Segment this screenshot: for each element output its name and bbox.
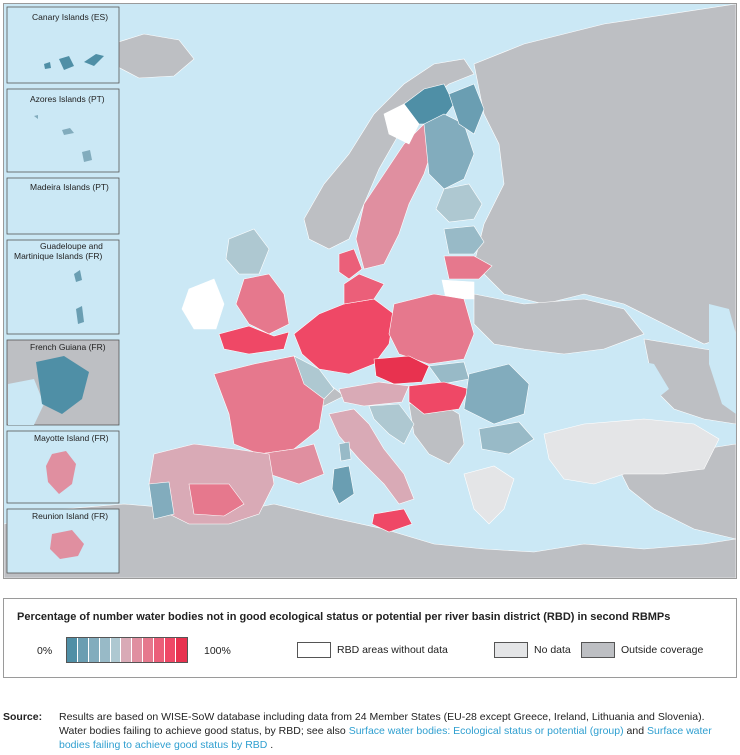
ramp-step [67, 638, 78, 662]
french-guiana [36, 356, 89, 414]
source-label: Source: [3, 711, 43, 723]
ramp-step [99, 638, 111, 662]
color-ramp [66, 637, 188, 663]
source-text: Results are based on WISE-SoW database i… [59, 710, 739, 752]
inset-label-reunion: Reunion Island (FR) [32, 511, 108, 521]
inset-madeira [6, 177, 120, 235]
legend-without-data: RBD areas without data [337, 644, 448, 656]
ramp-step [121, 638, 133, 662]
black-sea [544, 354, 669, 414]
reunion-island [50, 530, 84, 559]
azores-islands [34, 115, 92, 162]
nordic-rbds [355, 83, 485, 270]
ramp-step [154, 638, 166, 662]
ramp-step [77, 638, 89, 662]
inset-label-madeira: Madeira Islands (PT) [30, 182, 109, 192]
ramp-step [110, 638, 122, 662]
source-end: . [270, 739, 274, 751]
ramp-step [175, 638, 187, 662]
inset-label-french-guiana: French Guiana (FR) [30, 342, 106, 352]
insets: Canary Islands (ES) Azores Islands (PT) … [6, 6, 120, 574]
ramp-step [143, 638, 155, 662]
inset-label-azores: Azores Islands (PT) [30, 94, 105, 104]
source-text-2: Water bodies failing to achieve good sta… [59, 725, 346, 737]
swatch-no-data [494, 642, 528, 658]
legend-min-label: 0% [37, 645, 53, 657]
source-text-1: Results are based on WISE-SoW database i… [59, 711, 705, 723]
ramp-step [165, 638, 176, 662]
inset-label-martinique: Martinique Islands (FR) [14, 251, 103, 261]
inset-canary [6, 6, 120, 84]
caspian-sea [709, 304, 736, 414]
guadeloupe-martinique-islands [74, 270, 84, 324]
legend-no-data: No data [534, 644, 571, 656]
inset-guadeloupe-martinique [6, 239, 120, 335]
legend-title: Percentage of number water bodies not in… [17, 611, 671, 623]
legend: Percentage of number water bodies not in… [3, 598, 737, 678]
swatch-without-data [297, 642, 331, 658]
inset-label-canary: Canary Islands (ES) [32, 12, 108, 22]
map-frame: Canary Islands (ES) Azores Islands (PT) … [3, 3, 737, 579]
continent-rbds [148, 248, 535, 533]
swatch-outside [581, 642, 615, 658]
ramp-step [132, 638, 144, 662]
europe-map: Canary Islands (ES) Azores Islands (PT) … [4, 4, 736, 578]
inset-label-guadeloupe: Guadeloupe and [40, 241, 103, 251]
inset-label-mayotte: Mayotte Island (FR) [34, 433, 109, 443]
legend-max-label: 100% [204, 645, 231, 657]
link-ecological-status[interactable]: Surface water bodies: Ecological status … [348, 725, 624, 737]
turkey-no-data [543, 418, 720, 485]
source-and: and [626, 725, 645, 737]
canary-islands [44, 54, 104, 70]
ramp-step [88, 638, 100, 662]
legend-outside: Outside coverage [621, 644, 704, 656]
mayotte-island [46, 451, 76, 494]
link-failing-good-status[interactable]: Surface water bodies failing to achieve … [59, 725, 712, 751]
baltic-rbds [441, 225, 493, 300]
uk-ireland-rbds [181, 228, 290, 355]
